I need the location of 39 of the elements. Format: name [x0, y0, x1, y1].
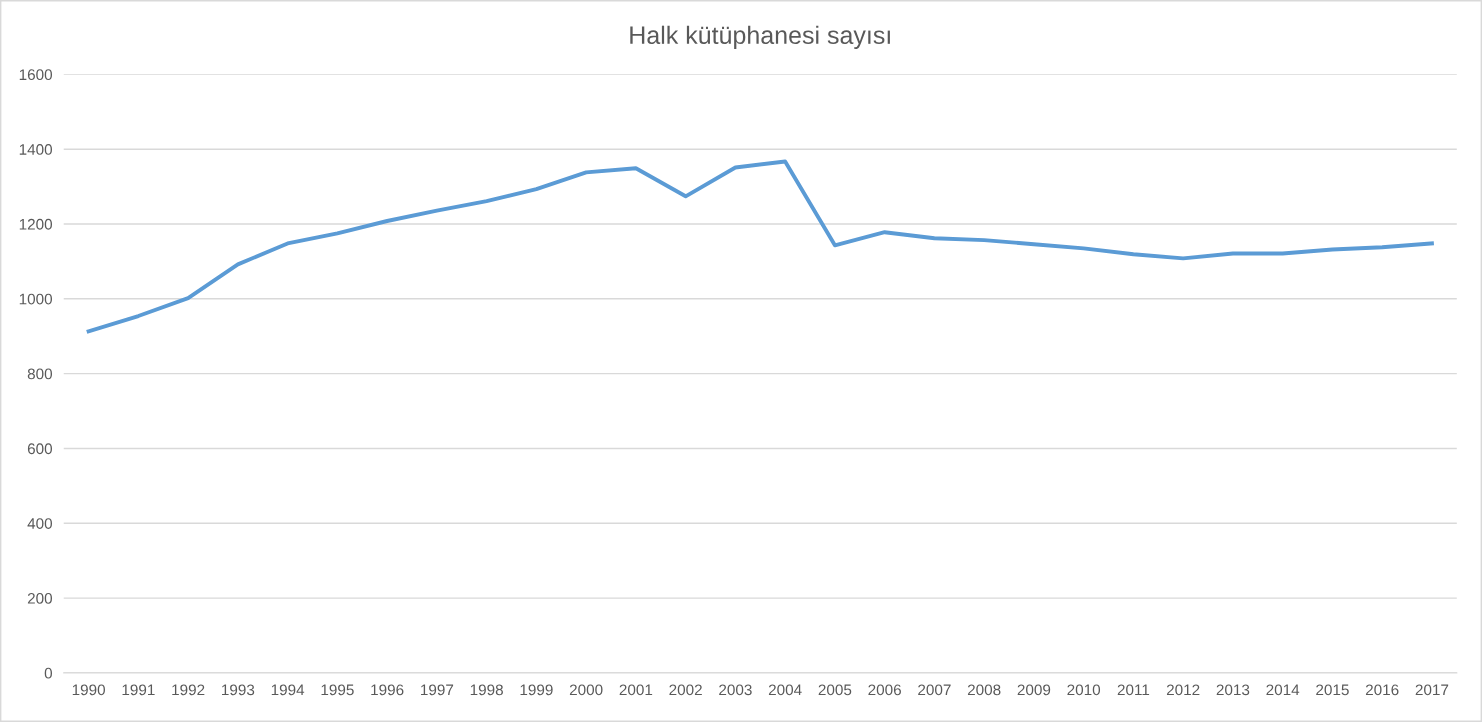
x-tick-label: 2000 [569, 684, 603, 696]
chart-title: Halk kütüphanesi sayısı [630, 25, 890, 49]
x-tick-label: 2011 [1117, 684, 1150, 696]
x-tick-label: 1993 [222, 684, 255, 696]
x-tick-label: 2008 [967, 684, 1001, 696]
x-tick-label: 2006 [868, 684, 901, 696]
x-tick-label: 1995 [321, 684, 354, 696]
x-tick-label: 1997 [421, 684, 454, 696]
x-tick-label: 2015 [1316, 684, 1349, 696]
x-tick-label: 1994 [271, 684, 305, 696]
x-tick-label: 2010 [1067, 684, 1101, 696]
y-tick-label: 800 [27, 368, 53, 380]
x-tick-label: 2005 [818, 684, 852, 696]
x-tick-label: 1992 [172, 684, 205, 696]
y-tick-label: 200 [27, 592, 53, 604]
line-series [86, 159, 1434, 334]
x-tick-label: 2001 [619, 684, 653, 696]
x-tick-label: 2012 [1166, 684, 1200, 696]
x-tick-label: 2003 [719, 684, 752, 696]
y-tick-label: 1400 [19, 144, 53, 155]
x-tick-label: 2016 [1365, 684, 1399, 696]
x-tick-label: 1996 [371, 684, 404, 696]
y-tick-label: 1600 [19, 69, 53, 81]
x-tick-label: 2002 [669, 684, 702, 696]
y-tick-label: 1200 [19, 218, 53, 230]
x-tick-label: 2009 [1017, 684, 1051, 696]
x-tick-label: 2004 [768, 684, 802, 696]
x-tick-label: 2007 [918, 684, 951, 696]
x-tick-label: 2014 [1266, 684, 1300, 696]
x-tick-label: 1998 [470, 684, 503, 696]
x-tick-label: 1991 [122, 684, 155, 696]
x-tick-label: 1990 [72, 684, 105, 696]
y-tick-label: 600 [27, 443, 53, 455]
x-tick-label: 2013 [1216, 684, 1250, 696]
y-tick-label: 400 [27, 518, 53, 529]
x-tick-label: 1999 [520, 684, 553, 696]
x-tick-label: 2017 [1415, 684, 1449, 696]
y-tick-label: 1000 [19, 293, 53, 305]
y-tick-label: 0 [44, 667, 53, 679]
